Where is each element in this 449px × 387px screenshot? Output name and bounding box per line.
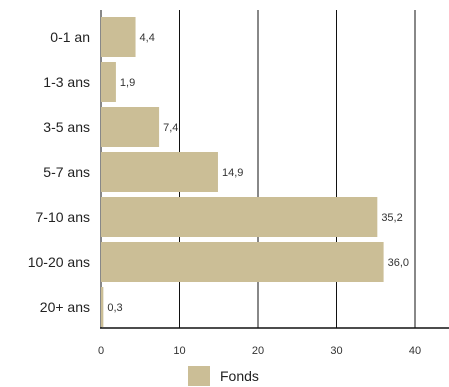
x-tick-label-30: 30 [330,345,342,357]
value-label-1: 1,9 [120,77,135,89]
bar-4 [101,197,378,237]
bars [101,17,384,327]
category-label-2: 3-5 ans [43,119,90,135]
value-label-2: 7,4 [163,122,178,134]
bar-0 [101,17,136,57]
x-tick-label-10: 10 [173,345,185,357]
value-label-0: 4,4 [140,32,155,44]
category-label-4: 7-10 ans [36,209,90,225]
x-tick-label-20: 20 [252,345,264,357]
category-label-1: 1-3 ans [43,74,90,90]
bar-5 [101,242,384,282]
bar-1 [101,62,116,102]
category-label-3: 5-7 ans [43,164,90,180]
legend: Fonds [188,366,259,386]
category-label-6: 20+ ans [40,299,90,315]
value-label-6: 0,3 [107,302,122,314]
bar-6 [101,287,104,327]
category-label-5: 10-20 ans [28,254,90,270]
value-label-3: 14,9 [222,167,243,179]
value-label-4: 35,2 [381,212,402,224]
bar-2 [101,107,160,147]
value-labels: 4,4 1,9 7,4 14,9 35,2 36,0 0,3 [107,32,409,314]
category-labels: 0-1 an 1-3 ans 3-5 ans 5-7 ans 7-10 ans 10-20… [28,29,90,315]
category-label-0: 0-1 an [50,29,90,45]
x-tick-label-40: 40 [409,345,421,357]
x-tick-label-0: 0 [98,345,104,357]
legend-swatch-fonds [188,366,210,386]
value-label-5: 36,0 [388,257,409,269]
x-axis: 0 10 20 30 40 [98,327,449,357]
legend-label-fonds: Fonds [220,368,259,384]
bar-3 [101,152,218,192]
